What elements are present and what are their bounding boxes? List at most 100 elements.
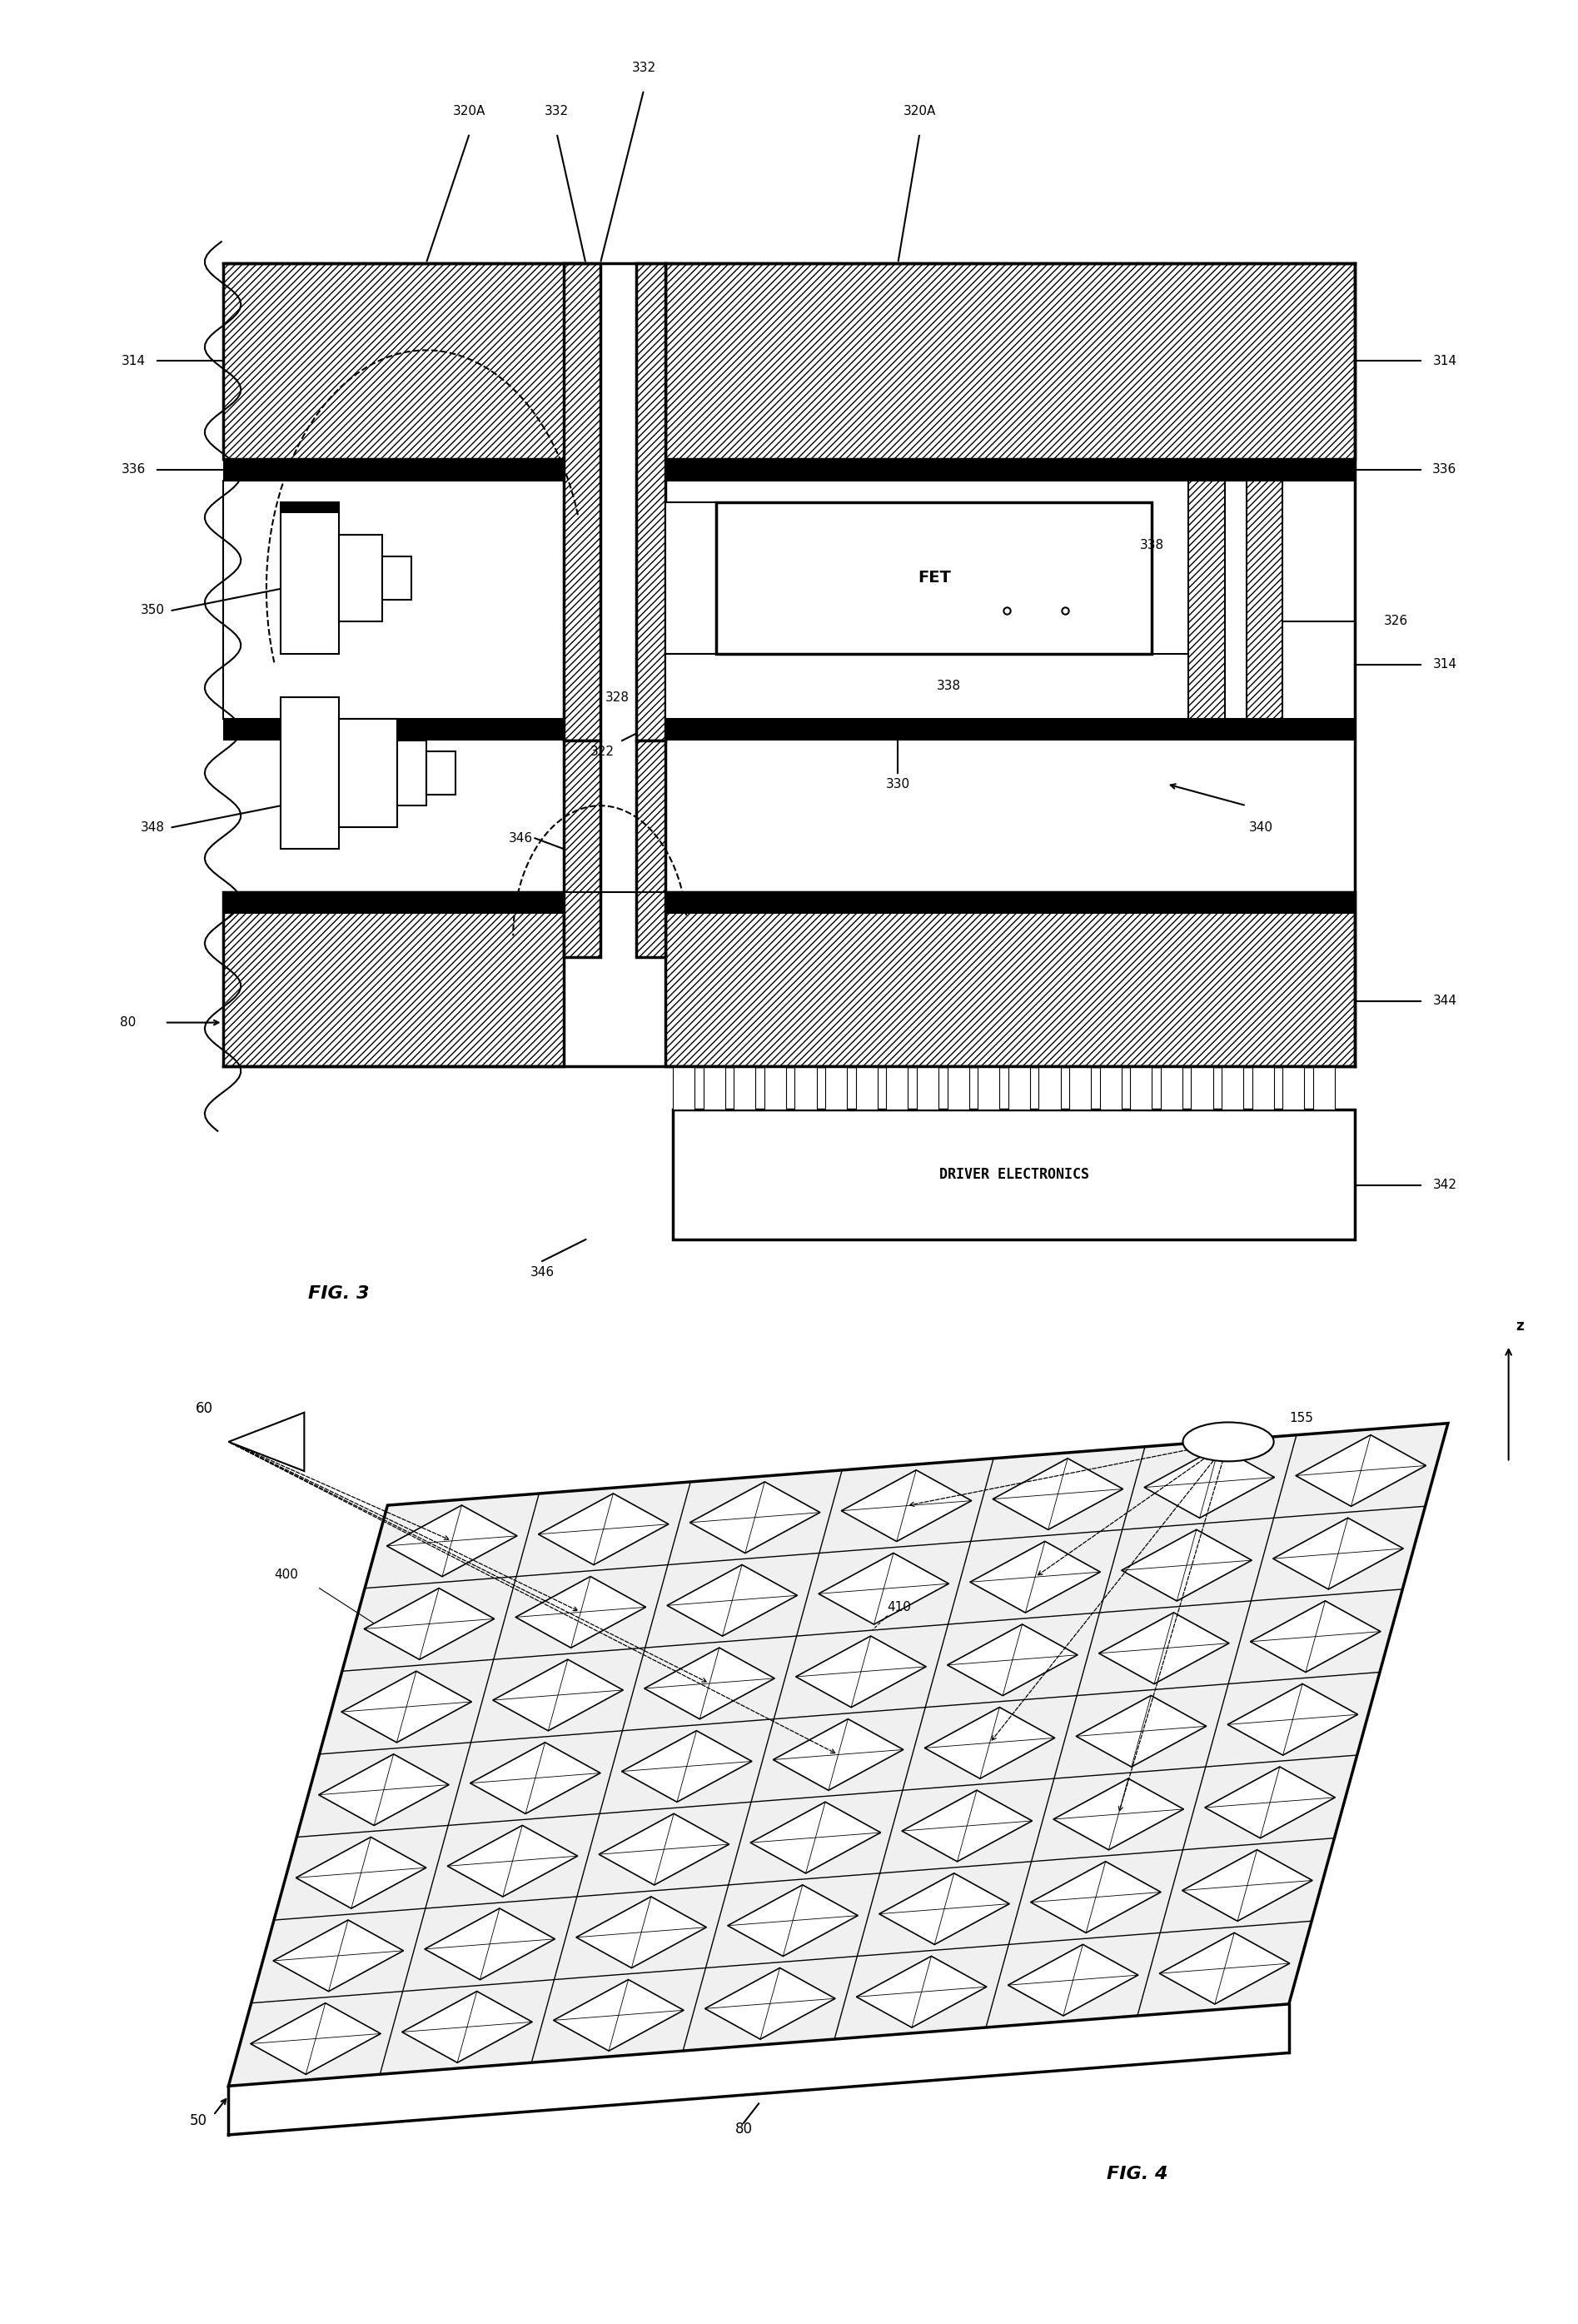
Bar [1161,1067,1182,1109]
Bar [426,751,454,795]
Bar [947,1067,969,1109]
Text: 320A: 320A [453,105,486,119]
Polygon shape [1296,1434,1427,1506]
Text: FET: FET [917,569,952,586]
Polygon shape [970,1541,1100,1613]
Polygon shape [622,1731,751,1801]
Bar [666,718,1356,741]
Text: 314: 314 [1433,356,1456,367]
Bar [855,1067,877,1109]
Bar [978,1067,999,1109]
Polygon shape [773,1720,903,1789]
Bar [222,458,585,481]
Text: 340: 340 [1248,820,1273,834]
Polygon shape [857,1957,986,2027]
Text: 346: 346 [508,832,532,844]
Bar [734,1067,756,1109]
Bar [382,555,412,600]
Polygon shape [516,1576,645,1648]
Bar [704,1067,726,1109]
Text: 332: 332 [544,105,568,119]
Bar [636,263,666,741]
Polygon shape [554,1980,683,2052]
Polygon shape [903,1789,1032,1862]
Polygon shape [402,1992,532,2064]
Polygon shape [229,1422,1449,2087]
Bar [666,502,716,653]
Text: 60: 60 [196,1401,213,1415]
Polygon shape [387,1506,518,1576]
Bar [222,892,563,1067]
Text: 338: 338 [937,681,961,693]
Polygon shape [492,1659,623,1731]
Text: 336: 336 [122,462,145,476]
Text: 350: 350 [140,604,164,616]
Bar [1313,1067,1335,1109]
Bar [666,458,1356,481]
Text: 330: 330 [885,779,911,790]
Bar [764,1067,786,1109]
Polygon shape [1098,1613,1229,1685]
Text: 314: 314 [122,356,145,367]
Polygon shape [1144,1446,1275,1518]
Bar [1070,1067,1090,1109]
Bar [1043,611,1087,653]
Bar [222,263,585,458]
Bar [1251,1067,1273,1109]
Polygon shape [470,1743,600,1813]
Bar [1130,1067,1152,1109]
Text: 314: 314 [1433,658,1456,672]
Bar [222,481,563,718]
Text: z: z [1516,1320,1524,1334]
Text: 322: 322 [590,746,615,758]
Polygon shape [1008,1945,1138,2015]
Text: FIG. 3: FIG. 3 [308,1285,369,1301]
Polygon shape [600,1813,729,1885]
Polygon shape [251,2003,380,2075]
Bar [1247,481,1283,718]
Polygon shape [993,1459,1124,1529]
Bar [1221,1067,1243,1109]
Polygon shape [424,1908,555,1980]
Bar [666,481,1356,718]
Polygon shape [341,1671,472,1743]
Bar [1283,1067,1305,1109]
Polygon shape [1228,1685,1357,1755]
Text: 80: 80 [735,2122,753,2136]
Polygon shape [576,1896,707,1968]
Polygon shape [1160,1934,1289,2003]
Polygon shape [273,1920,404,1992]
Polygon shape [1182,1850,1313,1922]
Text: 348: 348 [140,820,164,834]
Polygon shape [1250,1601,1381,1673]
Bar [795,1067,816,1109]
Bar [985,611,1029,653]
Text: 410: 410 [887,1601,912,1613]
Polygon shape [819,1552,948,1624]
Polygon shape [319,1755,448,1824]
Text: 400: 400 [275,1569,298,1580]
Text: FIG. 4: FIG. 4 [1106,2166,1168,2182]
Polygon shape [1206,1766,1335,1838]
Bar [222,718,563,741]
Text: 80: 80 [120,1016,136,1030]
Bar [636,741,666,957]
Text: 328: 328 [604,690,630,704]
Polygon shape [879,1873,1010,1945]
Bar [666,892,1356,913]
Polygon shape [1122,1529,1251,1601]
Polygon shape [690,1483,821,1552]
Polygon shape [297,1836,426,1908]
Bar [281,697,339,848]
Bar [1100,1067,1122,1109]
Polygon shape [925,1708,1054,1778]
Bar [1191,1067,1213,1109]
Bar [825,1067,847,1109]
Polygon shape [795,1636,926,1708]
Text: 332: 332 [631,63,656,74]
Text: 326: 326 [1384,616,1409,627]
Polygon shape [1076,1697,1206,1766]
Bar [887,1067,907,1109]
Bar [339,718,398,827]
Text: 50: 50 [189,2113,207,2129]
